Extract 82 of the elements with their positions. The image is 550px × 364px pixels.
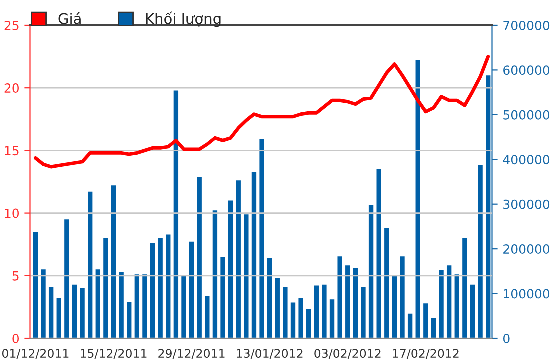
y2-tick-label: 0 (503, 334, 510, 344)
bar (486, 76, 491, 339)
bar (470, 284, 476, 339)
bar (48, 287, 54, 339)
bar (182, 276, 186, 339)
bar (384, 228, 390, 339)
x-tick-label: 13/01/2012 (237, 349, 303, 360)
x-tick-label: 01/12/2011 (2, 349, 69, 360)
bar (260, 140, 264, 339)
y2-tick-label: 200000 (504, 244, 550, 254)
bar (111, 186, 116, 339)
bar (298, 298, 304, 339)
bar (33, 232, 38, 339)
bar (376, 169, 382, 339)
bar (212, 210, 218, 339)
bar (236, 180, 241, 339)
y-tick-label: 15 (5, 146, 19, 156)
y2-tick-label: 300000 (504, 200, 550, 210)
bar (454, 274, 460, 339)
bar (462, 238, 468, 339)
bar (189, 242, 194, 339)
bar (424, 304, 428, 339)
y2-tick-label: 600000 (504, 66, 550, 76)
bar (439, 270, 444, 339)
x-tick-label: 29/12/2011 (158, 349, 225, 360)
y-tick-label: 20 (4, 84, 20, 94)
y2-tick-label: 700000 (504, 20, 550, 30)
bar (392, 276, 398, 339)
bar (478, 165, 483, 339)
bar (330, 300, 335, 339)
bar (134, 274, 140, 339)
bar (338, 256, 342, 339)
y-tick-label: 10 (5, 208, 20, 218)
y-tick-label: 0 (12, 334, 20, 344)
bar (290, 302, 296, 339)
bar (416, 60, 420, 339)
legend-label: Giá (58, 12, 81, 24)
bar (361, 287, 366, 339)
bar (306, 309, 312, 339)
y-tick-label: 5 (12, 272, 19, 281)
y2-tick-label: 100000 (504, 289, 550, 299)
bar (400, 256, 405, 339)
bar (446, 266, 452, 339)
x-tick-label: 03/02/2012 (314, 349, 381, 360)
y2-tick-label: 500000 (504, 110, 550, 120)
bar (205, 296, 210, 339)
bar (127, 302, 132, 339)
bar (346, 266, 350, 339)
line-series (34, 55, 490, 169)
bar (80, 288, 85, 339)
y-tick-label: 25 (4, 20, 19, 30)
bar (142, 274, 148, 339)
bar (220, 257, 226, 339)
bar (56, 298, 62, 339)
legend-label: Khối lượng (146, 12, 221, 28)
x-tick-label: 15/12/2011 (81, 349, 147, 360)
bar (353, 268, 358, 339)
bar (283, 287, 288, 339)
bar (64, 220, 70, 339)
bar (314, 286, 319, 339)
bar (41, 270, 46, 339)
bar (197, 177, 202, 339)
bar (72, 284, 78, 339)
bar (88, 192, 93, 339)
bar (267, 258, 272, 339)
bar (431, 318, 436, 339)
bar (174, 90, 179, 339)
bar (368, 205, 374, 339)
bar (104, 238, 108, 339)
bar (275, 278, 280, 339)
bar (166, 234, 171, 339)
bar (244, 214, 249, 339)
bar (228, 200, 234, 339)
bar (150, 243, 156, 339)
bar (322, 284, 327, 339)
y2-tick-label: 400000 (503, 155, 550, 165)
bar (252, 172, 257, 339)
bar (158, 238, 163, 339)
bar (408, 314, 413, 339)
bar (119, 272, 124, 339)
bar (96, 270, 100, 339)
x-tick-label: 17/02/2012 (393, 349, 459, 360)
